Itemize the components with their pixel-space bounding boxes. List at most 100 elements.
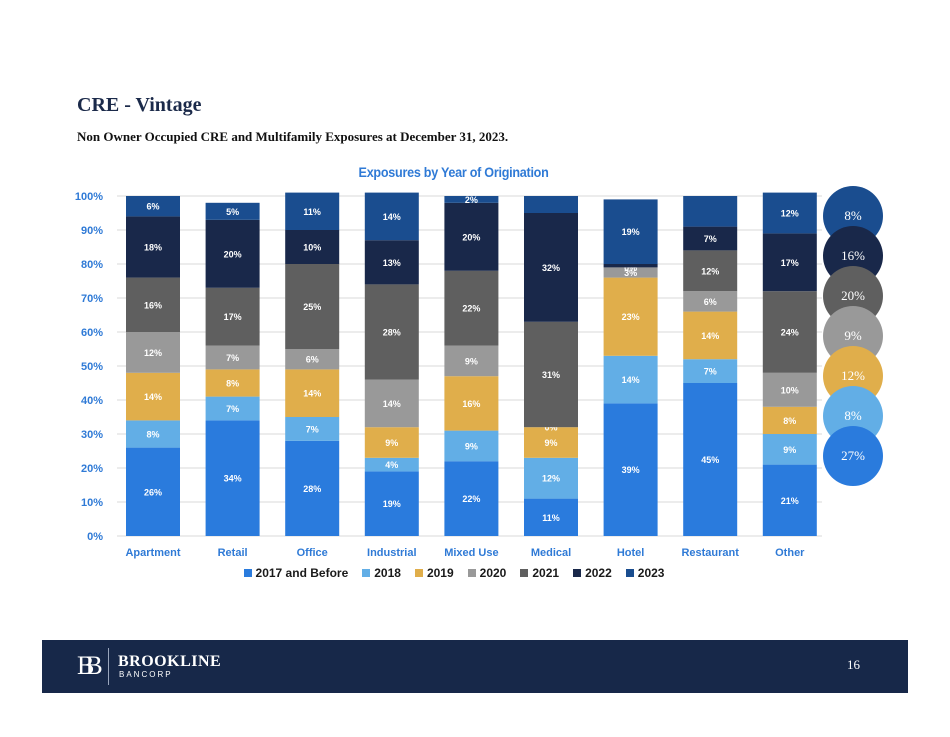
- legend-swatch: [573, 569, 582, 577]
- data-label: 14%: [383, 212, 401, 222]
- data-label: 7%: [226, 353, 239, 363]
- bar-segment: [683, 250, 738, 292]
- bar-segment: [683, 226, 738, 251]
- bar-segment: [285, 440, 340, 536]
- bar-segment: [603, 267, 658, 278]
- data-label: 5%: [226, 207, 239, 217]
- legend-item: 2020: [467, 566, 506, 580]
- y-tick-label: 50%: [81, 361, 103, 373]
- data-label: 9%: [783, 445, 796, 455]
- logo-divider: [108, 648, 109, 685]
- y-tick-label: 10%: [81, 497, 103, 509]
- data-label: 10%: [781, 385, 799, 395]
- y-tick-label: 0%: [87, 531, 103, 543]
- y-tick-label: 70%: [81, 293, 103, 305]
- bar-segment: [285, 369, 340, 417]
- bar-segment: [762, 291, 817, 373]
- data-label: 14%: [701, 331, 719, 341]
- bar-segment: [285, 192, 340, 230]
- y-tick-label: 90%: [81, 225, 103, 237]
- bar-segment: [524, 196, 578, 213]
- data-label: 6%: [704, 297, 717, 307]
- data-label: 19%: [383, 499, 401, 509]
- data-label: 16%: [462, 399, 480, 409]
- data-label: 18%: [144, 243, 162, 253]
- data-label: 6%: [306, 355, 319, 365]
- bar-segment: [285, 349, 340, 370]
- x-tick-label: Hotel: [617, 547, 645, 559]
- legend-label: 2017 and Before: [255, 566, 349, 580]
- data-label: 31%: [542, 370, 560, 380]
- legend-swatch: [520, 569, 529, 577]
- data-label: 3%: [624, 268, 637, 278]
- legend-swatch: [414, 569, 423, 577]
- bar-segment: [524, 321, 578, 428]
- bar-segment: [762, 233, 817, 292]
- data-label: 7%: [704, 234, 717, 244]
- data-label: 17%: [224, 312, 242, 322]
- bar-segment: [762, 434, 817, 465]
- page-subtitle: Non Owner Occupied CRE and Multifamily E…: [77, 129, 509, 144]
- data-label: 16%: [144, 300, 162, 310]
- bar-segment: [603, 264, 658, 268]
- bar-segment: [603, 199, 658, 264]
- bar-segment: [524, 498, 578, 536]
- bar-segment: [524, 457, 578, 499]
- x-tick-label: Apartment: [125, 547, 180, 559]
- y-tick-label: 40%: [81, 395, 103, 407]
- data-label: 20%: [224, 249, 242, 259]
- brand-name: BROOKLINE: [118, 653, 222, 670]
- bar-segment: [205, 219, 260, 288]
- bar-segment: [444, 461, 499, 536]
- bar-segment: [603, 355, 658, 404]
- bar-segment: [364, 471, 419, 536]
- bar-segment: [364, 457, 419, 472]
- bar-segment: [285, 230, 340, 264]
- stacked-bar-chart: 0% 10% 20% 30% 40% 50% 60% 70% 80% 90% 100% 26% 8% 14…: [75, 191, 822, 559]
- data-label: 28%: [383, 328, 401, 338]
- bar-segment: [444, 345, 499, 377]
- data-label: 14%: [303, 389, 321, 399]
- data-label: 12%: [542, 474, 560, 484]
- bar-segment: [205, 345, 260, 370]
- bar-segment: [126, 420, 180, 448]
- legend-label: 2022: [585, 566, 612, 580]
- data-label: 9%: [465, 356, 478, 366]
- bar-segment: [126, 196, 180, 217]
- data-label: 17%: [781, 258, 799, 268]
- data-label: 22%: [462, 304, 480, 314]
- data-label: 14%: [383, 399, 401, 409]
- bar-segment: [126, 372, 180, 421]
- bar-segment: [444, 430, 499, 462]
- footer-bar: BB BROOKLINE BANCORP 16: [42, 640, 908, 693]
- chart-legend: 2017 and Before 2018 2019 2020 2021 2022 2023: [0, 566, 908, 580]
- data-label: 14%: [144, 392, 162, 402]
- bar-segment: [205, 202, 260, 220]
- legend-item: 2019: [414, 566, 454, 580]
- bar-segment: [126, 216, 180, 278]
- y-tick-label: 80%: [81, 259, 103, 271]
- bar-segment: [364, 240, 419, 285]
- brookline-logo-icon: BB: [77, 651, 103, 680]
- data-label: 9%: [465, 441, 478, 451]
- x-tick-label: Mixed Use: [444, 547, 498, 559]
- data-label: 14%: [622, 375, 640, 385]
- bar-segment: [762, 192, 817, 234]
- chart-title: Exposures by Year of Origination: [359, 164, 549, 180]
- x-tick-label: Other: [775, 547, 805, 559]
- bar-segment: [524, 213, 578, 322]
- bar-segment: [683, 311, 738, 360]
- page-number: 16: [847, 657, 860, 672]
- legend-item: 2017 and Before: [243, 566, 349, 580]
- data-label: 34%: [224, 474, 242, 484]
- bar-segment: [364, 427, 419, 458]
- brand-subtitle: BANCORP: [119, 670, 173, 679]
- data-label: 8%: [146, 430, 159, 440]
- bar-segment: [126, 447, 180, 536]
- legend-swatch: [467, 569, 476, 577]
- data-label: 19%: [622, 227, 640, 237]
- legend-swatch: [625, 569, 634, 577]
- legend-swatch: [362, 569, 371, 577]
- bar-segment: [364, 379, 419, 428]
- bar-segment: [683, 359, 738, 383]
